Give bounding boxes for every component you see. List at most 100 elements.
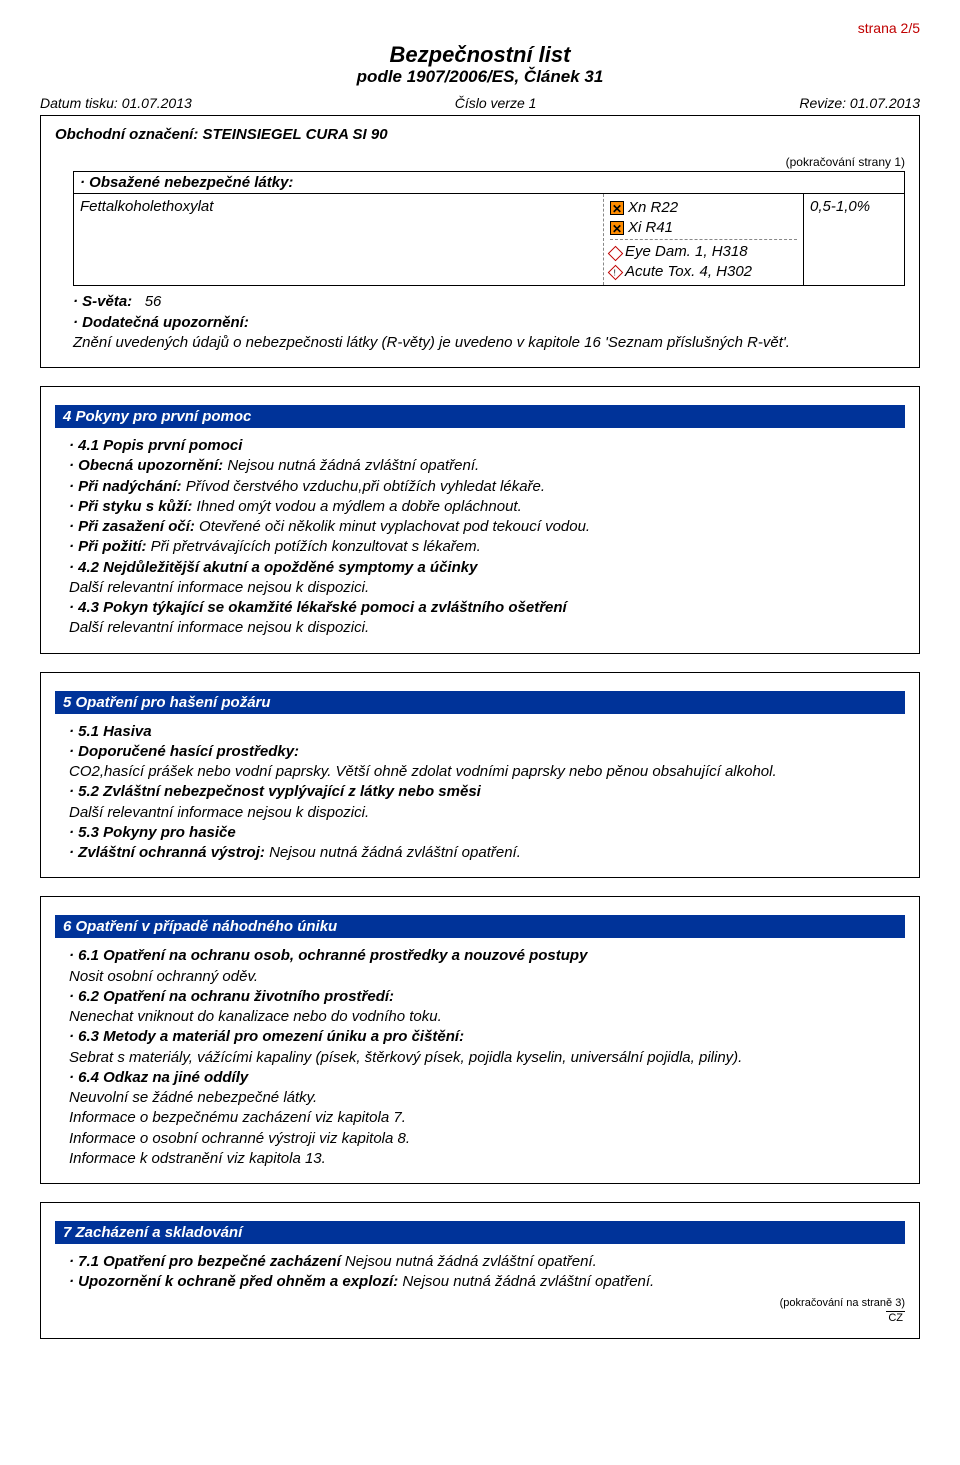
sec6-item-2: · 6.2 Opatření na ochranu životního pros… <box>69 987 905 1007</box>
sec6-label-2: · 6.2 Opatření na ochranu životního pros… <box>69 988 394 1005</box>
sec6-text-1: Nosit osobní ochranný oděv. <box>69 968 258 985</box>
revision-label: Revize: <box>799 95 846 111</box>
sec6-item-3: Nenechat vniknout do kanalizace nebo do … <box>69 1007 905 1027</box>
revision-value: 01.07.2013 <box>850 95 920 111</box>
doc-subtitle: podle 1907/2006/ES, Článek 31 <box>40 67 920 87</box>
sec6-item-6: · 6.4 Odkaz na jiné oddíly <box>69 1068 905 1088</box>
sec4-label-0: · 4.1 Popis první pomoci <box>69 437 242 454</box>
sec6-text-10: Informace k odstranění viz kapitola 13. <box>69 1150 326 1167</box>
haz-line-3: ! Acute Tox. 4, H302 <box>610 262 797 282</box>
sec5-item-3: · 5.2 Zvláštní nebezpečnost vyplývající … <box>69 782 905 802</box>
section4-header: 4 Pokyny pro první pomoc <box>55 405 905 428</box>
haz-line-0: ✕ Xn R22 <box>610 198 797 218</box>
section6-header: 6 Opatření v případě náhodného úniku <box>55 915 905 938</box>
hazard-header-label: · Obsažené nebezpečné látky: <box>80 174 293 191</box>
s-phrases-value: 56 <box>145 293 162 310</box>
sec6-item-7: Neuvolní se žádné nebezpečné látky. <box>69 1088 905 1108</box>
sec4-text-5: Při přetrvávajících potížích konzultovat… <box>151 538 481 555</box>
additional-text: Znění uvedených údajů o nebezpečnosti lá… <box>73 333 905 353</box>
sec6-label-0: · 6.1 Opatření na ochranu osob, ochranné… <box>69 947 587 964</box>
product-line: Obchodní označení: STEINSIEGEL CURA SI 9… <box>55 126 905 143</box>
sec4-text-7: Další relevantní informace nejsou k disp… <box>69 579 369 596</box>
haz-text-2: Eye Dam. 1, H318 <box>625 242 748 262</box>
hazard-substance: Fettalkoholethoxylat <box>74 194 604 285</box>
sec5-label-6: · Zvláštní ochranná výstroj: <box>69 844 265 861</box>
hazard-header: · Obsažené nebezpečné látky: <box>74 172 904 194</box>
sec5-label-1: · Doporučené hasící prostředky: <box>69 743 299 760</box>
sec6-label-6: · 6.4 Odkaz na jiné oddíly <box>69 1069 248 1086</box>
sec6-text-8: Informace o bezpečnému zacházení viz kap… <box>69 1109 406 1126</box>
sec6-text-7: Neuvolní se žádné nebezpečné látky. <box>69 1089 317 1106</box>
section7-header: 7 Zacházení a skladování <box>55 1221 905 1244</box>
sec5-item-4: Další relevantní informace nejsou k disp… <box>69 803 905 823</box>
section7-panel: 7 Zacházení a skladování · 7.1 Opatření … <box>40 1202 920 1339</box>
continuation-to: (pokračování na straně 3) <box>55 1297 905 1309</box>
sec5-text-2: CO2,hasící prášek nebo vodní paprsky. Vě… <box>69 763 777 780</box>
sec4-text-2: Přívod čerstvého vzduchu,při obtížích vy… <box>186 478 545 495</box>
hazard-classification: ✕ Xn R22 ✕ Xi R41 Eye Dam. 1, H318 ! Acu… <box>604 194 804 285</box>
sec5-item-0: · 5.1 Hasiva <box>69 722 905 742</box>
product-label: Obchodní označení: <box>55 126 198 143</box>
sec7-item-0: · 7.1 Opatření pro bezpečné zacházení Ne… <box>69 1252 905 1272</box>
sec4-item-1: · Obecná upozornění: Nejsou nutná žádná … <box>69 456 905 476</box>
sec4-text-9: Další relevantní informace nejsou k disp… <box>69 619 369 636</box>
sec4-label-1: · Obecná upozornění: <box>69 457 223 474</box>
sec4-item-3: · Při styku s kůží: Ihned omýt vodou a m… <box>69 497 905 517</box>
section5-header: 5 Opatření pro hašení požáru <box>55 691 905 714</box>
sec5-item-2: CO2,hasící prášek nebo vodní paprsky. Vě… <box>69 762 905 782</box>
cross-icon: ✕ <box>610 201 624 215</box>
sec5-item-6: · Zvláštní ochranná výstroj: Nejsou nutn… <box>69 843 905 863</box>
page-number: strana 2/5 <box>40 20 920 36</box>
sec5-text-6: Nejsou nutná žádná zvláštní opatření. <box>269 844 521 861</box>
print-date: Datum tisku: 01.07.2013 <box>40 95 192 111</box>
haz-line-2: Eye Dam. 1, H318 <box>610 242 797 262</box>
additional-label-row: · Dodatečná upozornění: <box>73 313 905 333</box>
haz-text-0: Xn R22 <box>628 198 678 218</box>
hazard-body: Fettalkoholethoxylat ✕ Xn R22 ✕ Xi R41 E… <box>74 194 904 285</box>
sec5-text-4: Další relevantní informace nejsou k disp… <box>69 804 369 821</box>
sec6-item-1: Nosit osobní ochranný oděv. <box>69 967 905 987</box>
hazard-table: · Obsažené nebezpečné látky: Fettalkohol… <box>73 171 905 286</box>
version-value: 1 <box>529 95 537 111</box>
cross-icon: ✕ <box>610 221 624 235</box>
print-date-value: 01.07.2013 <box>122 95 192 111</box>
sec7-item-1: · Upozornění k ochraně před ohněm a expl… <box>69 1272 905 1292</box>
sec6-item-4: · 6.3 Metody a materiál pro omezení únik… <box>69 1027 905 1047</box>
section5-panel: 5 Opatření pro hašení požáru · 5.1 Hasiv… <box>40 672 920 879</box>
sec4-item-8: · 4.3 Pokyn týkající se okamžité lékařsk… <box>69 598 905 618</box>
sec6-item-10: Informace k odstranění viz kapitola 13. <box>69 1149 905 1169</box>
doc-title: Bezpečnostní list <box>40 42 920 67</box>
product-name: STEINSIEGEL CURA SI 90 <box>203 126 388 143</box>
print-date-label: Datum tisku: <box>40 95 118 111</box>
sec5-label-5: · 5.3 Pokyny pro hasiče <box>69 824 236 841</box>
sec6-label-4: · 6.3 Metody a materiál pro omezení únik… <box>69 1028 464 1045</box>
sec6-text-9: Informace o osobní ochranné výstroji viz… <box>69 1130 410 1147</box>
sec4-item-7: Další relevantní informace nejsou k disp… <box>69 578 905 598</box>
section6-panel: 6 Opatření v případě náhodného úniku · 6… <box>40 896 920 1184</box>
sec4-label-8: · 4.3 Pokyn týkající se okamžité lékařsk… <box>69 599 567 616</box>
haz-text-3: Acute Tox. 4, H302 <box>625 262 752 282</box>
sec6-text-3: Nenechat vniknout do kanalizace nebo do … <box>69 1008 442 1025</box>
country-code: CZ <box>886 1311 905 1324</box>
revision: Revize: 01.07.2013 <box>799 95 920 111</box>
sec7-text-0: Nejsou nutná žádná zvláštní opatření. <box>345 1253 597 1270</box>
sec4-item-4: · Při zasažení očí: Otevřené oči několik… <box>69 517 905 537</box>
diamond-icon <box>608 245 624 261</box>
additional-label: · Dodatečná upozornění: <box>73 314 249 331</box>
haz-line-1: ✕ Xi R41 <box>610 218 797 238</box>
meta-row: Datum tisku: 01.07.2013 Číslo verze 1 Re… <box>40 93 920 116</box>
sec6-item-9: Informace o osobní ochranné výstroji viz… <box>69 1129 905 1149</box>
sec4-item-9: Další relevantní informace nejsou k disp… <box>69 618 905 638</box>
haz-text-1: Xi R41 <box>628 218 673 238</box>
sec5-label-0: · 5.1 Hasiva <box>69 723 152 740</box>
s-phrases: · S-věta: 56 <box>73 292 905 312</box>
sec4-item-2: · Při nadýchání: Přívod čerstvého vzduch… <box>69 477 905 497</box>
sec7-text-1: Nejsou nutná žádná zvláštní opatření. <box>402 1273 654 1290</box>
hazard-range: 0,5-1,0% <box>804 194 904 285</box>
top-box: Obchodní označení: STEINSIEGEL CURA SI 9… <box>40 116 920 368</box>
section4-panel: 4 Pokyny pro první pomoc · 4.1 Popis prv… <box>40 386 920 654</box>
sec5-label-3: · 5.2 Zvláštní nebezpečnost vyplývající … <box>69 783 481 800</box>
continuation-from: (pokračování strany 1) <box>55 155 905 169</box>
sec6-item-8: Informace o bezpečnému zacházení viz kap… <box>69 1108 905 1128</box>
sec4-label-2: · Při nadýchání: <box>69 478 182 495</box>
